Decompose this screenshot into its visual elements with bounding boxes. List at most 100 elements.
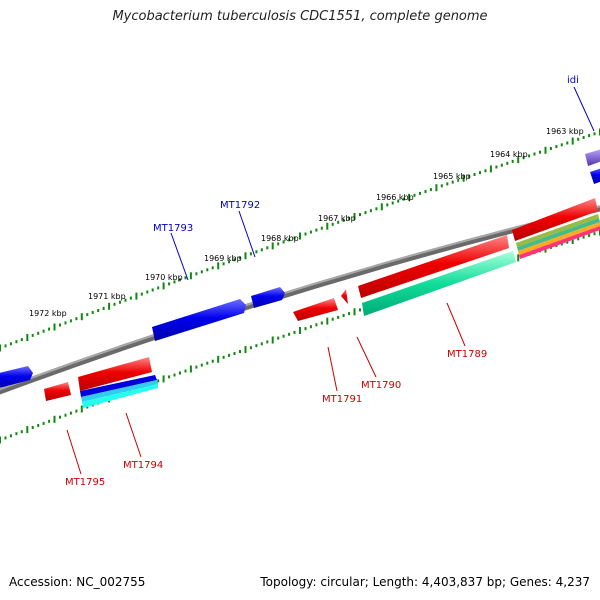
scale-label-1968: 1968 kbp <box>261 234 299 243</box>
label-MT1794[interactable]: MT1794 <box>123 460 163 471</box>
outer-scale-minor-tick <box>277 242 280 246</box>
outer-scale-minor-tick <box>86 313 89 317</box>
gene-forward-edge[interactable] <box>590 167 600 184</box>
outer-scale-minor-tick <box>233 258 236 262</box>
label-MT1792[interactable]: MT1792 <box>220 200 260 211</box>
label-MT1793[interactable]: MT1793 <box>153 223 193 234</box>
outer-scale-minor-tick <box>331 222 334 226</box>
inner-scale-minor-tick <box>168 375 171 379</box>
inner-scale-minor-tick <box>266 340 269 344</box>
inner-scale-minor-tick <box>582 235 585 239</box>
inner-scale-minor-tick <box>277 336 280 340</box>
outer-scale-major-tick <box>544 146 547 154</box>
gene-MT1796-forward[interactable] <box>0 366 33 389</box>
scale-label-1966: 1966 kbp <box>376 193 414 202</box>
inner-scale-major-tick <box>26 426 29 434</box>
outer-scale-minor-tick <box>533 152 536 156</box>
outer-scale-minor-tick <box>440 184 443 188</box>
inner-scale-minor-tick <box>282 334 285 338</box>
label-leader-lines <box>66 86 595 475</box>
scale-label-1969: 1969 kbp <box>204 254 242 263</box>
outer-scale-minor-tick <box>424 190 427 193</box>
gene-MT1794[interactable] <box>78 357 152 391</box>
inner-scale-minor-tick <box>239 350 241 353</box>
gene-MT1791[interactable] <box>293 298 338 321</box>
outer-scale-minor-tick <box>320 226 323 230</box>
gene-reverse-edge[interactable] <box>512 198 598 241</box>
inner-scale-minor-tick <box>293 330 296 334</box>
outer-scale-minor-tick <box>500 163 503 167</box>
inner-scale-major-tick <box>80 405 83 413</box>
inner-scale-minor-tick <box>173 373 176 377</box>
outer-scale-minor-tick <box>195 272 198 276</box>
gene-MT1794-stripes[interactable] <box>80 375 158 408</box>
inner-scale-minor-tick <box>42 421 45 425</box>
inner-scale-minor-tick <box>195 365 198 369</box>
inner-scale-minor-tick <box>359 308 361 312</box>
outer-scale-minor-tick <box>309 230 312 234</box>
accession-text: Accession: NC_002755 <box>9 575 146 589</box>
outer-scale-major-tick <box>135 292 138 300</box>
label-MT1795[interactable]: MT1795 <box>65 477 105 488</box>
outer-scale-minor-tick <box>375 207 378 211</box>
outer-scale-minor-tick <box>184 276 187 280</box>
inner-scale-minor-tick <box>255 344 258 348</box>
gene-MT1792[interactable] <box>251 287 285 308</box>
outer-scale-major-tick <box>80 313 83 321</box>
outer-scale-minor-tick <box>173 280 176 284</box>
gene-MT1795[interactable] <box>44 382 71 401</box>
outer-scale-minor-tick <box>342 218 345 222</box>
outer-scale-minor-tick <box>75 317 78 321</box>
gene-MT1789[interactable] <box>358 235 509 298</box>
inner-scale-major-tick <box>53 415 56 423</box>
scale-label-1967: 1967 kbp <box>318 214 356 223</box>
label-MT1791[interactable]: MT1791 <box>322 394 362 405</box>
outer-scale-major-tick <box>299 232 301 240</box>
outer-scale-minor-tick <box>560 143 563 147</box>
scale-label-1964: 1964 kbp <box>490 150 528 159</box>
outer-scale-minor-tick <box>446 182 449 186</box>
outer-scale-minor-tick <box>588 134 591 138</box>
outer-scale-minor-tick <box>528 154 531 158</box>
inner-scale-minor-tick <box>315 323 318 327</box>
outer-scale-minor-tick <box>9 342 12 346</box>
outer-scale-minor-tick <box>20 338 23 342</box>
scale-label-1963: 1963 kbp <box>546 127 584 136</box>
outer-scale-minor-tick <box>593 132 596 136</box>
outer-scale-minor-tick <box>419 191 421 195</box>
label-idi[interactable]: idi <box>567 75 579 86</box>
inner-scale-minor-tick <box>31 426 34 429</box>
outer-scale-major-tick <box>53 323 56 331</box>
inner-scale-minor-tick <box>342 314 345 317</box>
gene-idi[interactable] <box>585 148 600 166</box>
label-MT1789[interactable]: MT1789 <box>447 349 487 360</box>
scale-label-1965: 1965 kbp <box>433 172 471 181</box>
outer-scale-minor-tick <box>222 262 225 266</box>
outer-scale-minor-tick <box>391 201 394 205</box>
outer-scale-minor-tick <box>168 282 171 286</box>
outer-scale-minor-tick <box>293 236 296 240</box>
gene-rrna-MT1789[interactable] <box>362 251 516 316</box>
outer-scale-minor-tick <box>206 268 209 272</box>
inner-scale-major-tick <box>353 308 356 316</box>
inner-scale-minor-tick <box>560 242 563 246</box>
scale-labels: 1972 kbp 1971 kbp 1970 kbp 1969 kbp 1968… <box>29 127 584 318</box>
inner-scale-minor-tick <box>348 312 351 316</box>
inner-scale-minor-tick <box>20 430 23 434</box>
gene-multicolor-edge[interactable] <box>516 214 600 259</box>
outer-scale-minor-tick <box>239 256 241 260</box>
inner-scale-minor-tick <box>228 353 231 357</box>
inner-scale-minor-tick <box>331 317 334 321</box>
outer-scale-minor-tick <box>555 145 558 149</box>
outer-scale-minor-tick <box>348 216 351 220</box>
inner-scale-major-tick <box>0 436 1 444</box>
inner-scale-minor-tick <box>48 419 51 423</box>
gene-MT1790[interactable] <box>341 289 348 304</box>
inner-scale-major-tick <box>189 365 192 373</box>
label-MT1790[interactable]: MT1790 <box>361 380 401 391</box>
gene-MT1793[interactable] <box>152 299 246 341</box>
outer-scale-minor-tick <box>249 252 252 256</box>
inner-scale-major-tick <box>299 327 301 334</box>
outer-scale-minor-tick <box>124 298 127 302</box>
